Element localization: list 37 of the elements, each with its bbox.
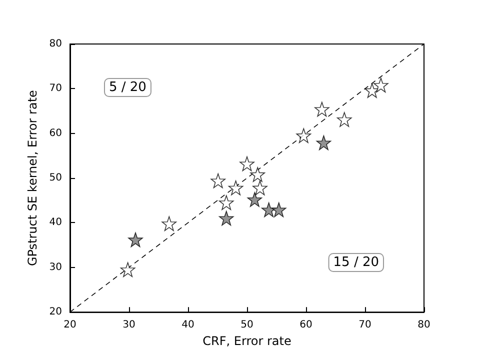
point	[374, 78, 388, 93]
point	[336, 112, 352, 127]
point	[210, 173, 226, 188]
point	[240, 156, 254, 172]
y-tick-label: 40	[49, 217, 62, 228]
point	[218, 210, 234, 226]
point	[271, 202, 286, 218]
point	[261, 202, 276, 218]
x-tick-label: 60	[300, 320, 312, 331]
point	[252, 180, 268, 196]
x-axis-title: CRF, Error rate	[202, 334, 292, 348]
x-tick-label: 50	[240, 320, 254, 331]
point	[314, 102, 330, 117]
point	[218, 195, 234, 210]
x-tick-label: 80	[418, 320, 430, 331]
x-tick-label: 40	[182, 320, 194, 331]
point	[296, 128, 312, 143]
y-axis-title: GPstruct SE kernel, Error rate	[25, 90, 40, 266]
point	[316, 135, 332, 150]
point	[120, 262, 136, 278]
y-tick-label: 80	[49, 38, 62, 50]
annotation: 15 / 20	[333, 255, 380, 270]
x-tick-label: 20	[64, 320, 76, 331]
point	[247, 192, 262, 207]
point	[250, 167, 266, 182]
y-tick-label: 50	[49, 172, 62, 184]
point	[228, 180, 244, 196]
x-tick-label: 70	[358, 320, 372, 331]
y-tick-label: 70	[49, 83, 62, 94]
annotation: 5 / 20	[109, 80, 146, 95]
point	[128, 232, 143, 248]
y-tick-label: 30	[49, 262, 62, 273]
y-tick-label: 60	[49, 128, 62, 139]
point	[364, 83, 380, 98]
y-tick-label: 20	[49, 306, 62, 318]
point	[162, 216, 177, 232]
x-tick-label: 30	[122, 320, 136, 331]
